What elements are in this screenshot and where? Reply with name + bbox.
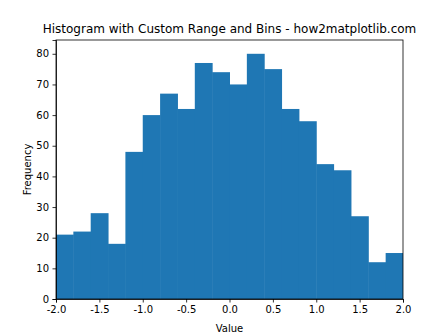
y-tick-mark [53, 115, 57, 116]
y-tick-mark [53, 299, 57, 300]
x-tick-mark [316, 299, 317, 303]
y-tick-mark [53, 54, 57, 55]
x-tick-label: -1.0 [133, 304, 153, 315]
chart: -2.0 -1.5 -1.0 -0.5 0.0 0.5 1.0 1.5 2.0 0 10 20 30 40… [0, 0, 448, 336]
y-tick: 40 [36, 171, 56, 182]
bar [195, 63, 213, 299]
bar [230, 84, 248, 299]
x-tick: -2.0 [47, 299, 67, 315]
x-tick-mark [403, 299, 404, 303]
bar [334, 170, 352, 299]
x-tick-label: -1.5 [90, 304, 110, 315]
y-axis: 0 10 20 30 40 50 60 70 80 [36, 41, 56, 305]
x-tick-mark [273, 299, 274, 303]
y-tick-mark [53, 84, 57, 85]
y-tick-label: 0 [43, 294, 49, 305]
bar [177, 109, 195, 299]
plot-frame [56, 40, 403, 299]
x-axis-line [57, 300, 404, 303]
bar [212, 72, 230, 299]
bar [264, 69, 282, 299]
y-tick-mark [53, 146, 57, 147]
x-axis-title: Value [216, 323, 243, 334]
y-tick-mark [53, 268, 57, 269]
y-tick-label: 10 [36, 263, 49, 274]
title: Histogram with Custom Range and Bins - h… [43, 22, 417, 36]
y-tick: 30 [36, 202, 56, 213]
bar [91, 213, 109, 299]
bar [56, 235, 74, 299]
bar [108, 244, 126, 299]
x-tick-label: -2.0 [47, 304, 67, 315]
bar [368, 262, 386, 299]
bar [316, 164, 334, 299]
x-axis: -2.0 -1.5 -1.0 -0.5 0.0 0.5 1.0 1.5 2.0 [47, 299, 412, 315]
y-tick: 60 [36, 110, 56, 121]
x-tick-label: 0.5 [265, 304, 281, 315]
bar [125, 152, 143, 299]
x-tick: -1.5 [90, 299, 110, 315]
y-tick-label: 80 [36, 48, 49, 59]
y-tick-label: 30 [36, 202, 49, 213]
x-tick-mark [230, 299, 231, 303]
x-tick: 1.5 [352, 299, 368, 315]
x-tick-label: 0.0 [222, 304, 238, 315]
y-tick: 80 [36, 48, 56, 59]
x-tick-label: 1.5 [352, 304, 368, 315]
x-tick-label: -0.5 [177, 304, 197, 315]
bar [386, 253, 403, 299]
y-tick-mark [53, 176, 57, 177]
x-tick-mark [99, 299, 100, 303]
y-tick: 10 [36, 263, 56, 274]
x-tick-mark [143, 299, 144, 303]
y-tick: 50 [36, 140, 56, 151]
bar [351, 216, 369, 299]
bar [73, 232, 91, 299]
bar [247, 54, 265, 299]
y-tick-label: 40 [36, 171, 49, 182]
x-tick: 0.0 [222, 299, 238, 315]
x-tick: 2.0 [396, 299, 412, 315]
x-tick: -0.5 [177, 299, 197, 315]
y-tick: 70 [36, 79, 56, 90]
y-axis-title: Frequency [22, 144, 33, 196]
y-tick-label: 20 [36, 232, 49, 243]
x-tick-label: 1.0 [309, 304, 325, 315]
y-tick-mark [53, 207, 57, 208]
x-tick-mark [360, 299, 361, 303]
y-tick: 20 [36, 232, 56, 243]
plot: -2.0 -1.5 -1.0 -0.5 0.0 0.5 1.0 1.5 2.0 0 10 20 30 40… [36, 40, 411, 315]
x-tick: -1.0 [133, 299, 153, 315]
x-tick: 0.5 [265, 299, 281, 315]
bar [299, 121, 317, 299]
y-tick: 0 [43, 294, 56, 305]
y-tick-label: 60 [36, 110, 49, 121]
y-tick-label: 50 [36, 140, 49, 151]
bar [282, 109, 300, 299]
x-tick-mark [186, 299, 187, 303]
bar [160, 94, 178, 299]
y-tick-label: 70 [36, 79, 49, 90]
x-tick: 1.0 [309, 299, 325, 315]
bars [56, 54, 403, 299]
bar [143, 115, 161, 299]
x-tick-label: 2.0 [396, 304, 412, 315]
y-tick-mark [53, 238, 57, 239]
